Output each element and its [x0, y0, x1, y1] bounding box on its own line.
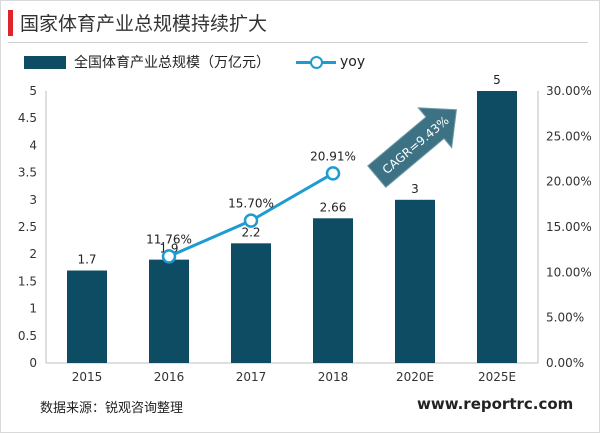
- y-left-tick-label: 0: [29, 356, 37, 370]
- yoy-point: [325, 166, 341, 181]
- bar-value-label: 2.2: [241, 225, 260, 239]
- bar: [477, 91, 517, 363]
- y-right-tick-label: 15.00%: [546, 220, 592, 234]
- legend-bar-label: 全国体育产业总规模（万亿元）: [74, 55, 270, 71]
- y-left-tick-label: 1.5: [18, 274, 37, 288]
- bar: [395, 199, 435, 363]
- bar-value-label: 5: [493, 73, 501, 87]
- title-accent-bar: [8, 10, 13, 36]
- y-left-tick-label: 1: [29, 302, 37, 316]
- bar: [313, 218, 353, 363]
- y-left-tick-label: 3.5: [18, 166, 37, 180]
- y-right-tick-label: 20.00%: [546, 175, 592, 189]
- y-right-tick-label: 30.00%: [546, 84, 592, 98]
- bar-value-label: 1.7: [77, 253, 96, 267]
- x-tick-label: 2015: [72, 370, 103, 384]
- cagr-arrow-shape: [367, 107, 457, 188]
- y-right-tick-label: 10.00%: [546, 265, 592, 279]
- bar: [231, 243, 271, 363]
- y-right-tick-label: 5.00%: [546, 311, 584, 325]
- y-right-tick-label: 0.00%: [546, 356, 584, 370]
- yoy-point: [161, 249, 177, 264]
- bar-value-label: 3: [411, 182, 419, 196]
- legend-line-swatch: [296, 55, 336, 69]
- x-tick-label: 2020E: [396, 370, 434, 384]
- yoy-value-label: 15.70%: [228, 197, 274, 211]
- x-tick-label: 2025E: [478, 370, 516, 384]
- y-left-tick-label: 5: [29, 84, 37, 98]
- bar: [67, 270, 107, 363]
- yoy-point: [243, 213, 259, 228]
- source-note: 数据来源：锐观咨询整理: [40, 401, 184, 416]
- x-tick-label: 2018: [318, 370, 349, 384]
- y-left-tick-label: 3: [29, 193, 37, 207]
- x-tick-label: 2017: [236, 370, 267, 384]
- bar-value-label: 2.66: [320, 200, 347, 214]
- y-left-tick-label: 0.5: [18, 329, 37, 343]
- y-left-tick-label: 4.5: [18, 111, 37, 125]
- y-left-tick-label: 2: [29, 247, 37, 261]
- legend-bar-swatch: [24, 55, 66, 69]
- yoy-value-label: 11.76%: [146, 232, 192, 246]
- y-left-tick-label: 2.5: [18, 220, 37, 234]
- title-divider: [8, 42, 588, 43]
- x-tick-label: 2016: [154, 370, 185, 384]
- chart-title: 国家体育产业总规模持续扩大: [20, 13, 268, 35]
- y-left-tick-label: 4: [29, 138, 37, 152]
- cagr-annotation: CAGR=9.43%: [380, 113, 452, 177]
- website-label: www.reportrc.com: [417, 395, 574, 413]
- bar: [149, 259, 189, 363]
- legend: 全国体育产业总规模（万亿元） yoy: [24, 52, 365, 72]
- cagr-arrow: CAGR=9.43%: [367, 107, 457, 188]
- legend-line-label: yoy: [340, 54, 366, 70]
- yoy-value-label: 20.91%: [310, 149, 356, 163]
- y-right-tick-label: 25.00%: [546, 129, 592, 143]
